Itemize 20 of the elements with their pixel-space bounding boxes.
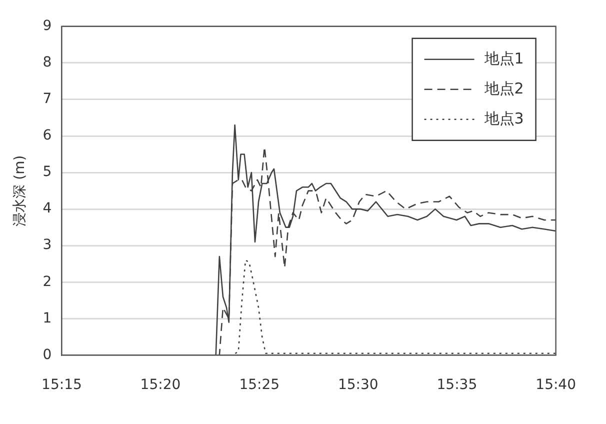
x-tick-label: 15:35 xyxy=(436,377,478,394)
y-tick-label: 3 xyxy=(42,237,52,254)
x-tick-label: 15:20 xyxy=(140,377,181,394)
x-tick-label: 15:40 xyxy=(536,377,576,394)
x-tick-label: 15:30 xyxy=(338,377,378,394)
x-tick-label: 15:25 xyxy=(239,377,280,394)
legend-label: 地点3 xyxy=(483,109,524,128)
y-tick-label: 2 xyxy=(42,274,52,290)
y-tick-label: 5 xyxy=(42,164,52,180)
x-tick-label: 15:15 xyxy=(42,377,82,394)
y-tick-label: 7 xyxy=(42,91,52,108)
y-tick-label: 1 xyxy=(42,310,52,326)
y-tick-label: 6 xyxy=(42,128,52,144)
y-tick-label: 0 xyxy=(42,346,52,363)
y-tick-label: 9 xyxy=(42,18,52,34)
legend-label: 地点1 xyxy=(483,49,524,68)
y-tick-label: 4 xyxy=(42,200,52,217)
y-axis-title: 浸水深 (m) xyxy=(12,155,28,226)
y-tick-label: 8 xyxy=(42,54,52,71)
legend-label: 地点2 xyxy=(483,79,524,98)
